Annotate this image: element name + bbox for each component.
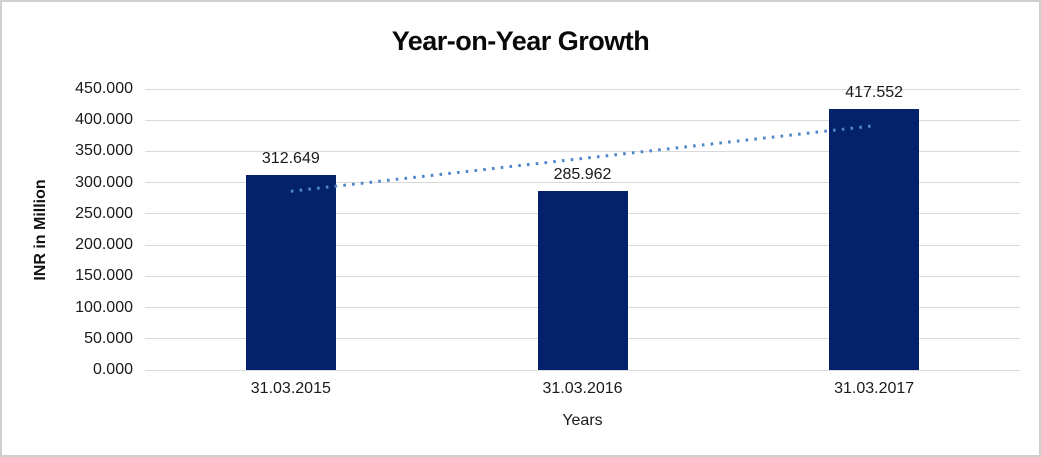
x-tick-label-0: 31.03.2015 <box>250 380 331 397</box>
x-axis-title: Years <box>562 412 603 429</box>
gridline <box>145 119 1020 121</box>
y-tick-label: 150.000 <box>75 267 133 285</box>
y-tick-label: 300.000 <box>75 173 133 191</box>
plot-area: 312.649 285.962 417.552 <box>145 84 1020 371</box>
x-tick-label-1: 31.03.2016 <box>542 380 623 397</box>
y-tick-label: 350.000 <box>75 142 133 160</box>
y-tick-label: 400.000 <box>75 111 133 129</box>
y-tick-label: 450.000 <box>75 80 133 97</box>
y-tick-label: 200.000 <box>75 236 133 254</box>
bar-1 <box>537 191 628 370</box>
trendline-layer <box>290 124 875 193</box>
bar-2 <box>829 109 920 370</box>
gridline <box>145 182 1020 184</box>
gridline <box>145 369 1020 371</box>
trendline <box>290 124 875 193</box>
y-tick-label: 0.000 <box>92 361 133 378</box>
gridline <box>145 150 1020 152</box>
y-axis-title: INR in Million <box>32 179 49 281</box>
bar-0 <box>245 174 336 370</box>
y-tick-label: 250.000 <box>75 204 133 222</box>
y-tick-label: 50.000 <box>84 329 133 347</box>
data-label-0: 312.649 <box>261 149 320 167</box>
y-tick-label: 100.000 <box>75 298 133 316</box>
chart-title: Year-on-Year Growth <box>391 26 650 56</box>
data-label-1: 285.962 <box>553 166 612 184</box>
x-tick-label-2: 31.03.2017 <box>834 380 915 397</box>
gridline <box>145 88 1020 90</box>
data-label-2: 417.552 <box>845 84 904 102</box>
